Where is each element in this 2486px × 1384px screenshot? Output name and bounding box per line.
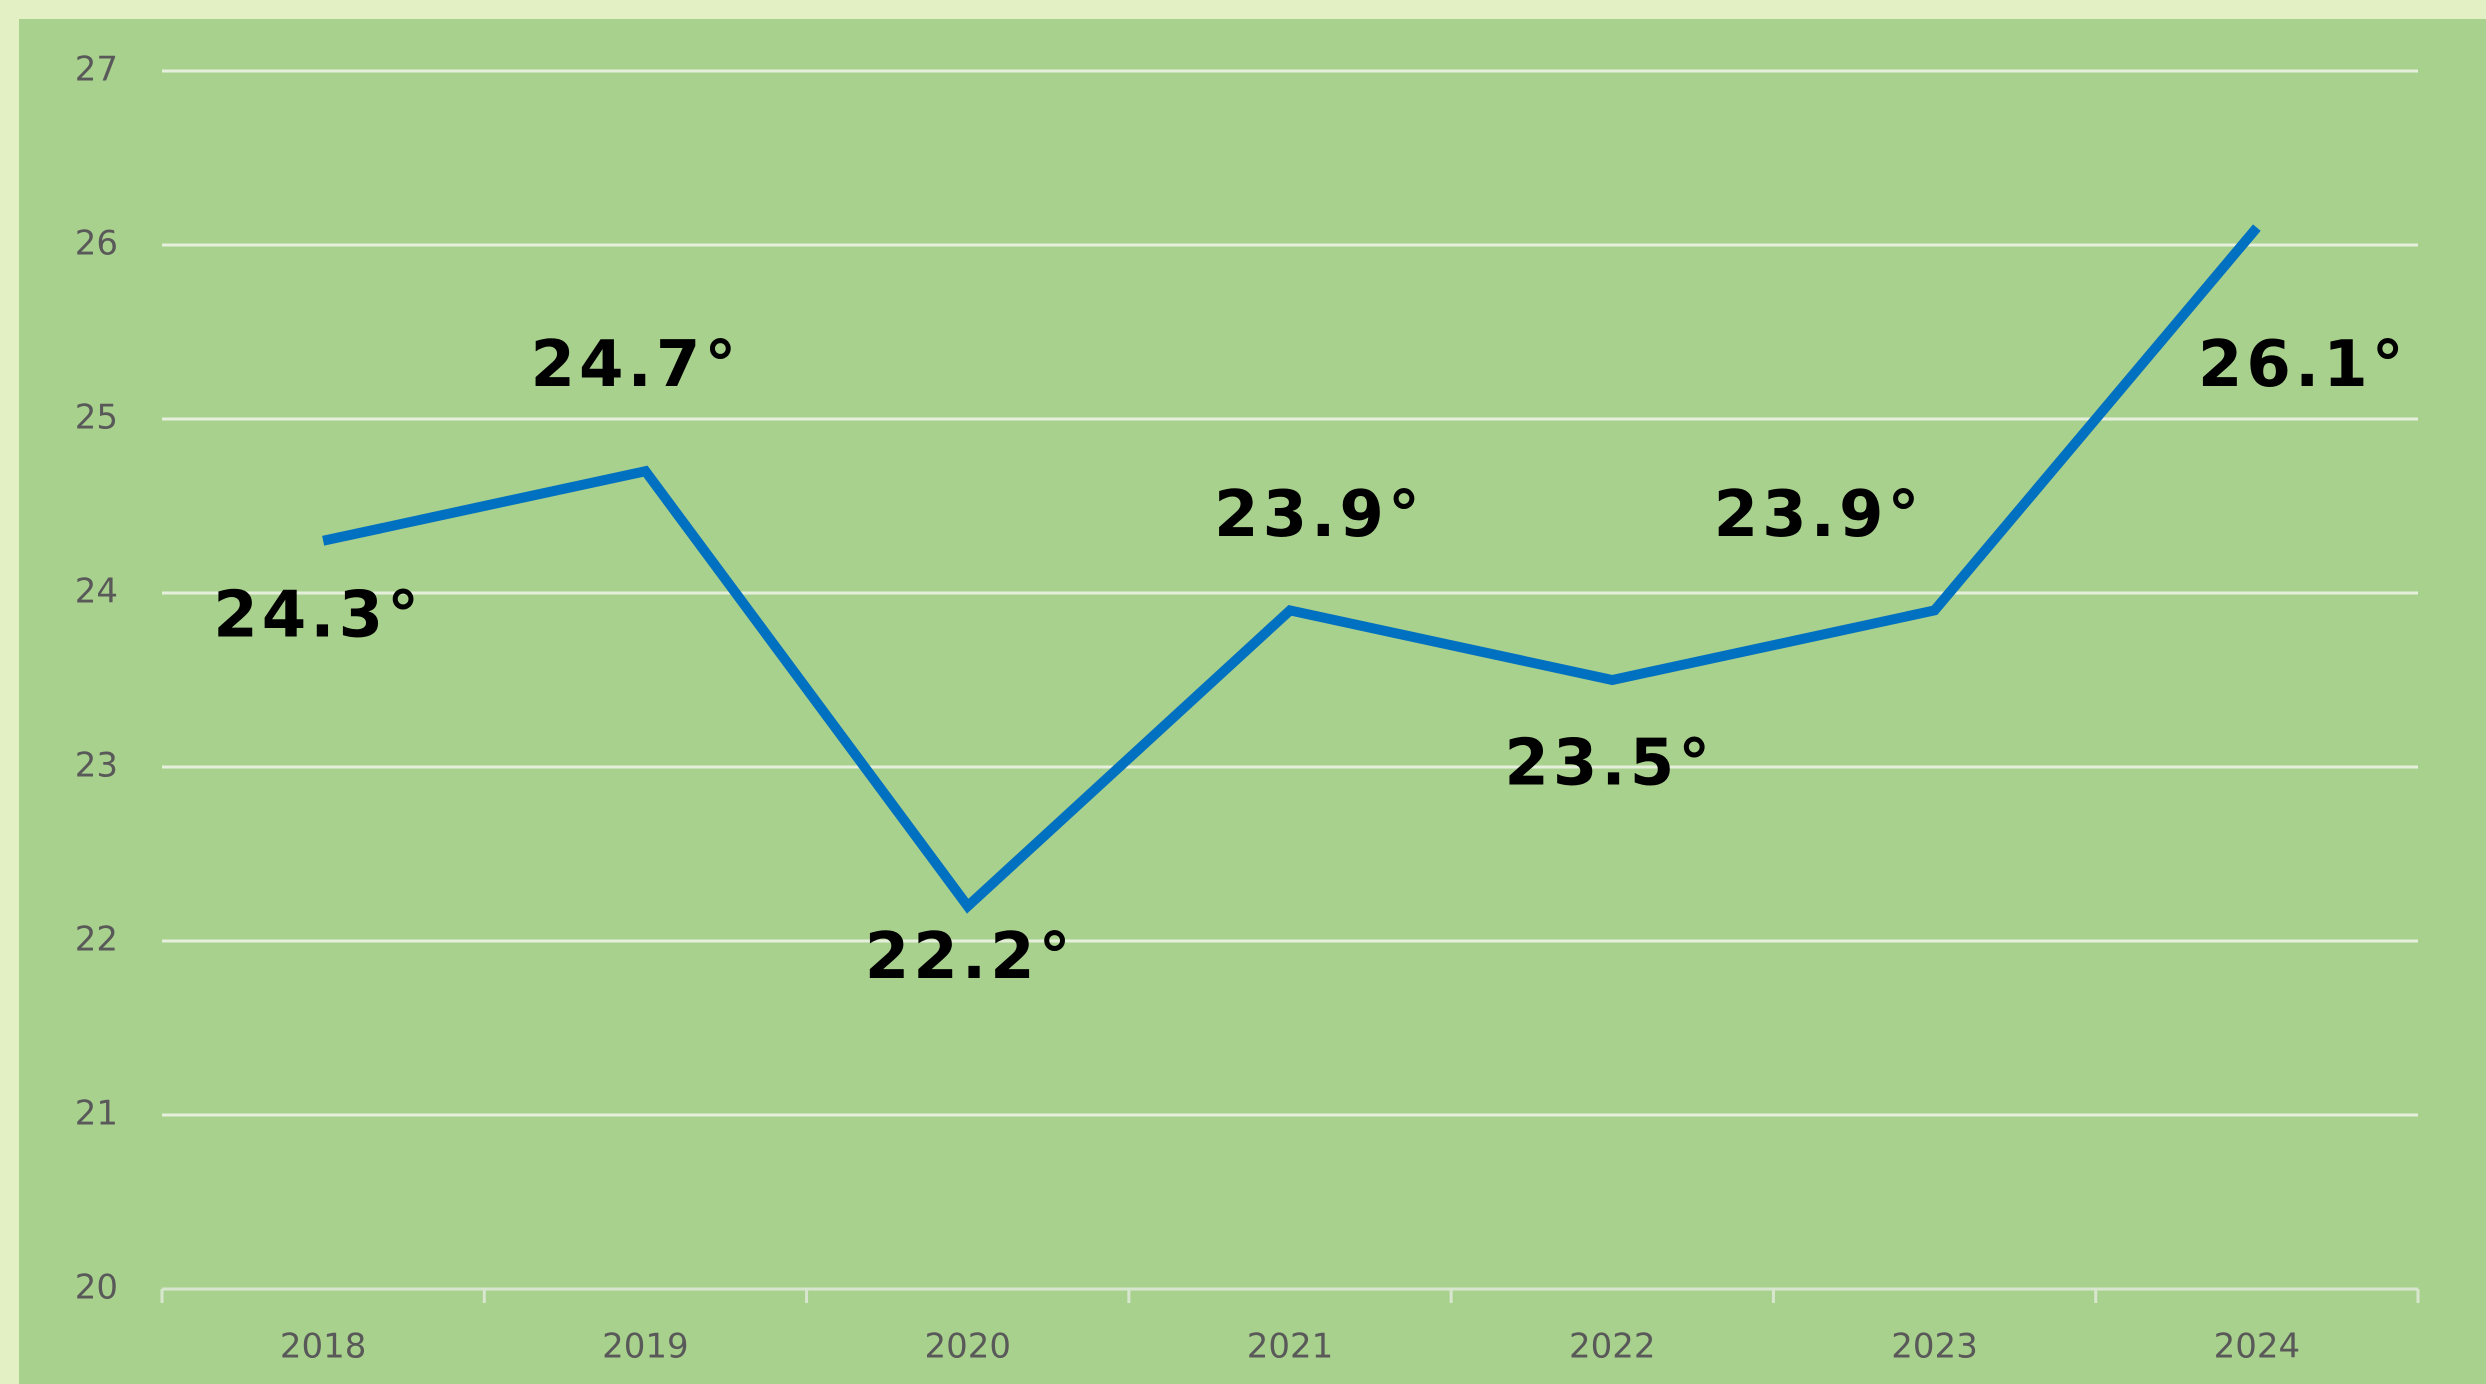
y-tick-label: 21 (75, 1094, 118, 1134)
x-tick-label: 2020 (924, 1327, 1011, 1367)
data-label: 23.5° (1504, 727, 1714, 801)
x-tick-label: 2022 (1569, 1327, 1656, 1367)
data-line (322, 224, 2261, 914)
y-tick-label: 22 (75, 920, 118, 960)
data-label: 23.9° (1214, 478, 1424, 552)
data-label: 26.1° (2198, 328, 2408, 402)
x-tick-label: 2023 (1891, 1327, 1978, 1367)
y-tick-label: 25 (75, 398, 118, 438)
y-tick-label: 26 (75, 224, 118, 264)
y-tick-label: 23 (75, 746, 118, 786)
y-tick-label: 20 (75, 1268, 118, 1308)
x-tick-label: 2021 (1247, 1327, 1334, 1367)
chart-background (19, 19, 2486, 1384)
x-tick-label: 2019 (602, 1327, 689, 1367)
data-label: 23.9° (1714, 478, 1924, 552)
data-label: 24.7° (530, 328, 740, 402)
y-tick-label: 24 (75, 572, 118, 612)
data-label: 24.3° (213, 578, 423, 652)
x-tick-label: 2024 (2214, 1327, 2301, 1367)
data-label: 22.2° (865, 920, 1075, 994)
y-tick-label: 27 (75, 50, 118, 90)
x-tick-label: 2018 (280, 1327, 367, 1367)
